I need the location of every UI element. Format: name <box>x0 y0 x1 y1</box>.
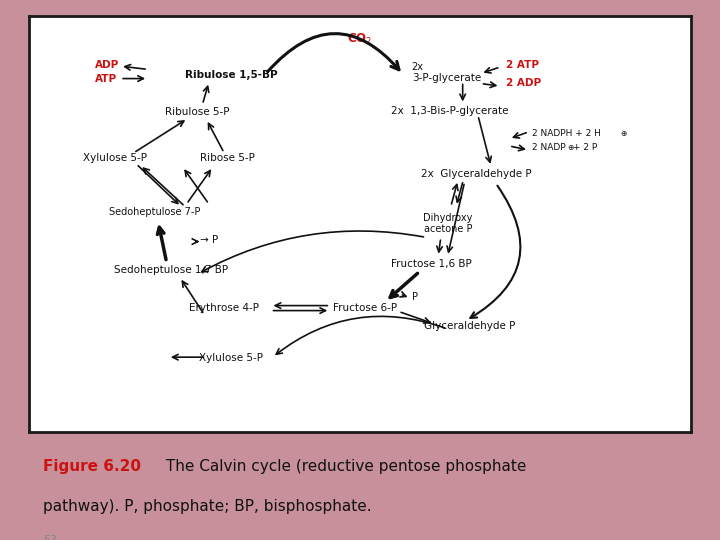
Text: 2x  Glyceraldehyde P: 2x Glyceraldehyde P <box>420 169 531 179</box>
Text: Ribulose 5-P: Ribulose 5-P <box>166 107 230 117</box>
Text: Dihydroxy: Dihydroxy <box>423 213 473 223</box>
Text: Erythrose 4-P: Erythrose 4-P <box>189 303 259 313</box>
Text: + 2 P: + 2 P <box>573 143 598 152</box>
Text: Ribose 5-P: Ribose 5-P <box>200 153 255 164</box>
Text: ⊕: ⊕ <box>621 129 626 138</box>
Text: ADP: ADP <box>95 60 120 70</box>
Text: Sedoheptulose 1,7 BP: Sedoheptulose 1,7 BP <box>114 265 228 275</box>
Text: 2 ADP: 2 ADP <box>505 78 541 87</box>
Text: 3-P-glycerate: 3-P-glycerate <box>412 73 481 83</box>
Text: ⊕: ⊕ <box>567 143 574 152</box>
Text: Ribulose 1,5-BP: Ribulose 1,5-BP <box>184 70 277 80</box>
Text: CO$_2$: CO$_2$ <box>348 31 372 46</box>
Text: pathway). P, phosphate; BP, bisphosphate.: pathway). P, phosphate; BP, bisphosphate… <box>43 499 372 514</box>
Text: ATP: ATP <box>95 75 117 84</box>
Text: P: P <box>412 292 418 302</box>
Text: Fructose 6-P: Fructose 6-P <box>333 303 397 313</box>
Text: 53: 53 <box>43 535 58 540</box>
Text: Xylulose 5-P: Xylulose 5-P <box>199 353 263 363</box>
Text: acetone P: acetone P <box>424 224 472 234</box>
Text: Xylulose 5-P: Xylulose 5-P <box>83 153 147 164</box>
Text: → P: → P <box>199 235 218 245</box>
Text: Figure 6.20: Figure 6.20 <box>43 459 141 474</box>
Text: 2x  1,3-Bis-P-glycerate: 2x 1,3-Bis-P-glycerate <box>391 106 508 116</box>
Text: 2x: 2x <box>412 62 423 72</box>
Text: Fructose 1,6 BP: Fructose 1,6 BP <box>390 259 472 268</box>
Text: Glyceraldehyde P: Glyceraldehyde P <box>423 321 515 331</box>
Text: Sedoheptulose 7-P: Sedoheptulose 7-P <box>109 207 200 218</box>
Text: 2 NADP: 2 NADP <box>532 143 566 152</box>
Text: 2 ATP: 2 ATP <box>505 60 539 70</box>
Text: 2 NADPH + 2 H: 2 NADPH + 2 H <box>532 129 601 138</box>
Text: The Calvin cycle (reductive pentose phosphate: The Calvin cycle (reductive pentose phos… <box>161 459 526 474</box>
